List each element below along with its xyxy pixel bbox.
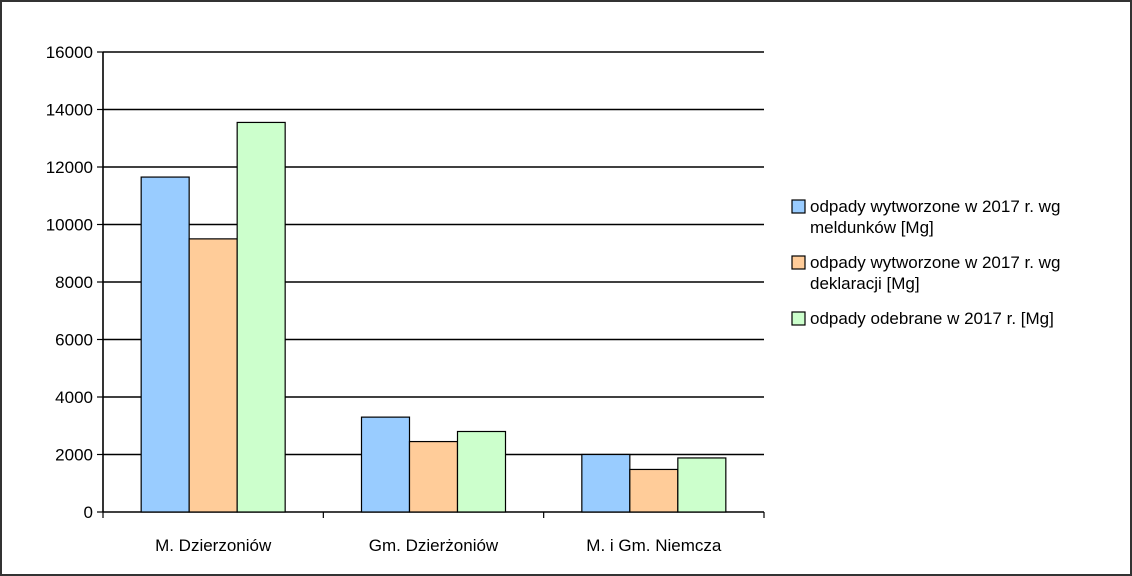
y-tick-label: 2000 xyxy=(55,446,93,465)
bar xyxy=(360,416,411,513)
bar xyxy=(188,238,238,513)
legend-label-line: odpady wytworzone w 2017 r. wg xyxy=(810,253,1060,272)
bar xyxy=(408,440,459,513)
legend-swatch xyxy=(791,311,806,326)
y-tick-label: 6000 xyxy=(55,331,93,350)
bar xyxy=(140,176,190,513)
x-tick-label: Gm. Dzierżoniów xyxy=(369,536,499,555)
y-tick-label: 4000 xyxy=(55,388,93,407)
legend-label: odpady wytworzone w 2017 r. wg deklaracji… xyxy=(810,253,1060,293)
y-tick-label: 16000 xyxy=(46,43,93,62)
y-tick-label: 8000 xyxy=(55,273,93,292)
bar xyxy=(677,457,727,513)
legend-label-line: odpady odebrane w 2017 r. [Mg] xyxy=(810,309,1054,328)
legend-swatch xyxy=(791,199,806,214)
x-tick-label: M. Dzierzoniów xyxy=(155,536,272,555)
y-tick-label: 14000 xyxy=(46,101,93,120)
legend-label: odpady wytworzone w 2017 r. wg meldunków … xyxy=(810,197,1060,237)
y-tick-label: 12000 xyxy=(46,158,93,177)
legend-label-line: meldunków [Mg] xyxy=(810,218,934,237)
legend-label-line: deklaracji [Mg] xyxy=(810,274,920,293)
legend-label-line: odpady wytworzone w 2017 r. wg xyxy=(810,197,1060,216)
x-tick-label: M. i Gm. Niemcza xyxy=(586,536,722,555)
bar xyxy=(581,453,631,513)
y-tick-label: 10000 xyxy=(46,216,93,235)
legend-swatch xyxy=(791,255,806,270)
legend-label: odpady odebrane w 2017 r. [Mg] xyxy=(810,309,1054,328)
y-tick-label: 0 xyxy=(84,503,93,522)
bar xyxy=(456,430,507,513)
bar xyxy=(236,121,286,513)
bar xyxy=(629,468,679,513)
